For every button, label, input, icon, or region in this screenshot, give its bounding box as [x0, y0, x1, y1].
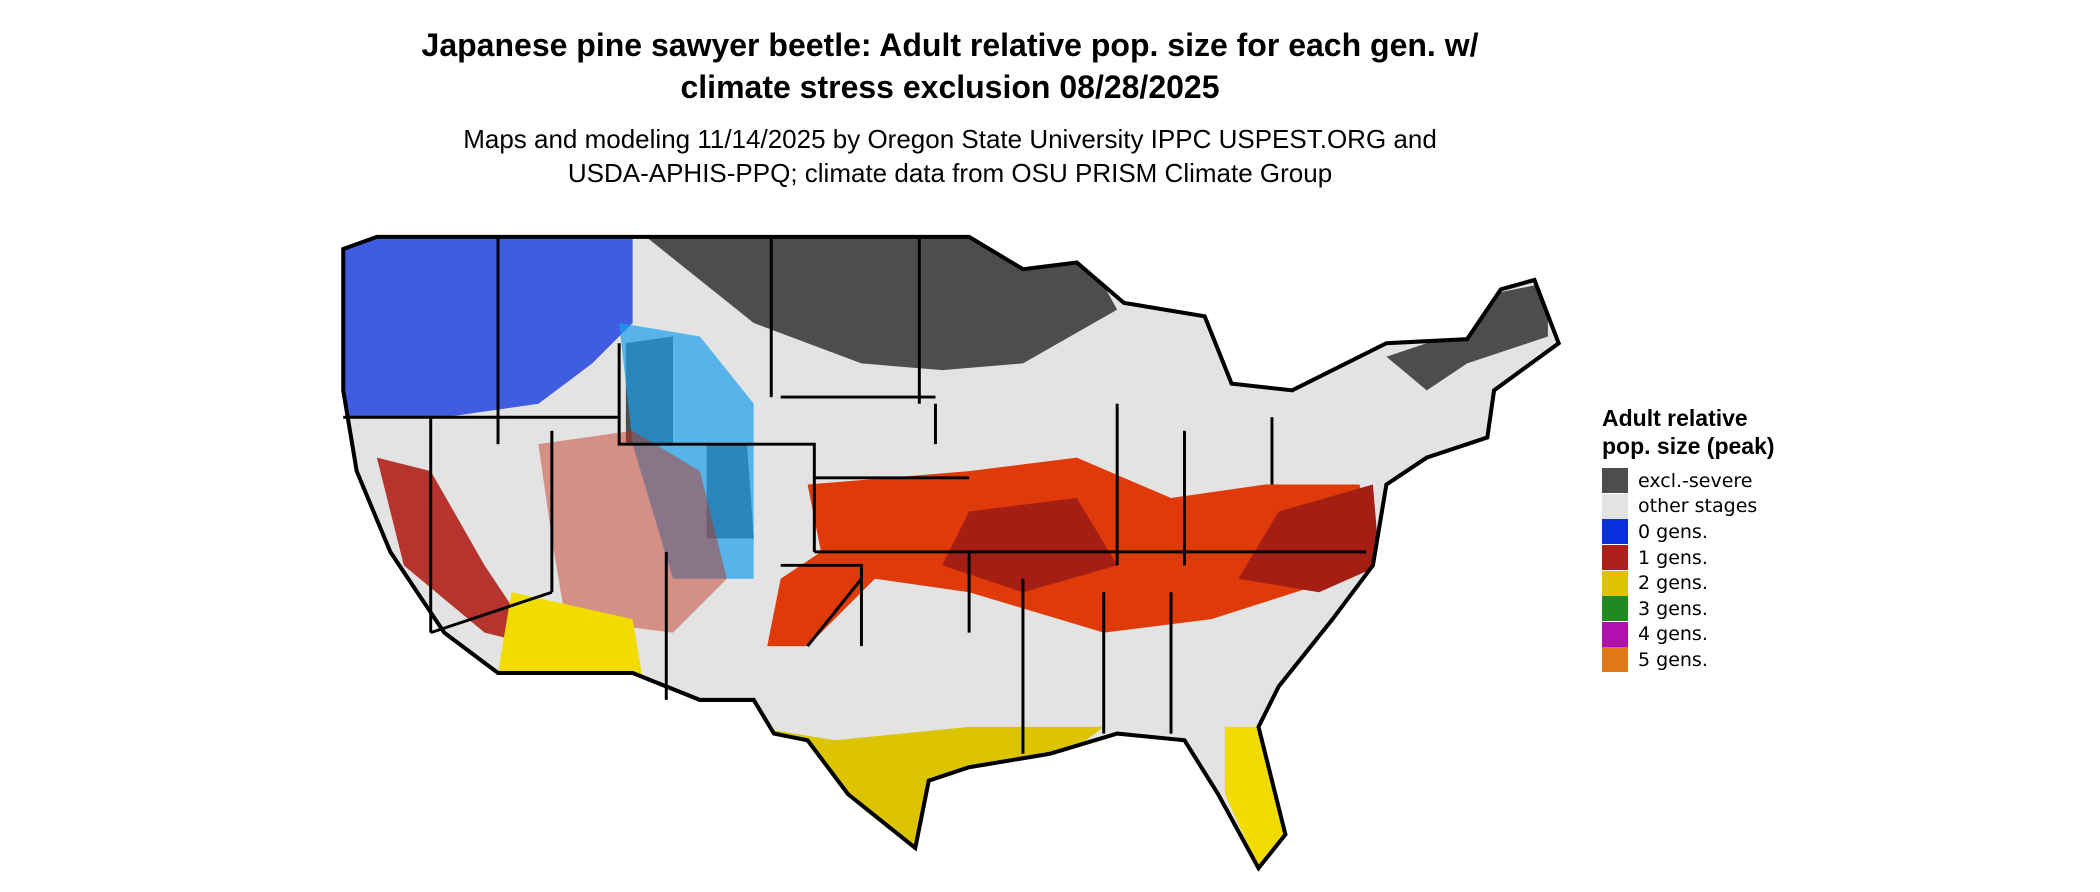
legend-item: 0 gens.	[1602, 519, 1802, 545]
legend-items: excl.-severe other stages 0 gens. 1 gens. 2 …	[1602, 468, 1802, 673]
legend-label: 5 gens.	[1638, 648, 1708, 671]
legend-item: 3 gens.	[1602, 596, 1802, 622]
legend-swatch	[1602, 570, 1628, 596]
legend-swatch	[1602, 621, 1628, 647]
legend-item: 4 gens.	[1602, 621, 1802, 648]
map-body	[323, 215, 1575, 888]
legend-swatch	[1602, 647, 1628, 673]
legend-item: other stages	[1602, 493, 1802, 520]
title: Japanese pine sawyer beetle: Adult relat…	[421, 27, 1479, 105]
legend-swatch	[1602, 468, 1628, 494]
legend-item: 5 gens.	[1602, 647, 1802, 673]
legend-label: 4 gens.	[1638, 623, 1708, 646]
legend-title: Adult relative pop. size (peak)	[1602, 405, 1775, 459]
legend-item: excl.-severe	[1602, 468, 1802, 494]
legend-swatch	[1602, 596, 1628, 622]
legend-item: 1 gens.	[1602, 545, 1802, 571]
legend-label: 1 gens.	[1638, 546, 1708, 569]
subtitle: Maps and modeling 11/14/2025 by Oregon S…	[463, 124, 1437, 188]
legend-label: 3 gens.	[1638, 597, 1708, 620]
legend-label: excl.-severe	[1638, 469, 1753, 492]
legend-item: 2 gens.	[1602, 570, 1802, 596]
legend-swatch	[1602, 545, 1628, 571]
legend-label: 2 gens.	[1638, 572, 1708, 595]
legend: Adult relative pop. size (peak) excl.-se…	[1602, 404, 1802, 673]
legend-label: 0 gens.	[1638, 520, 1708, 543]
legend-label: other stages	[1638, 495, 1758, 518]
legend-swatch	[1602, 519, 1628, 545]
legend-swatch	[1602, 493, 1628, 519]
